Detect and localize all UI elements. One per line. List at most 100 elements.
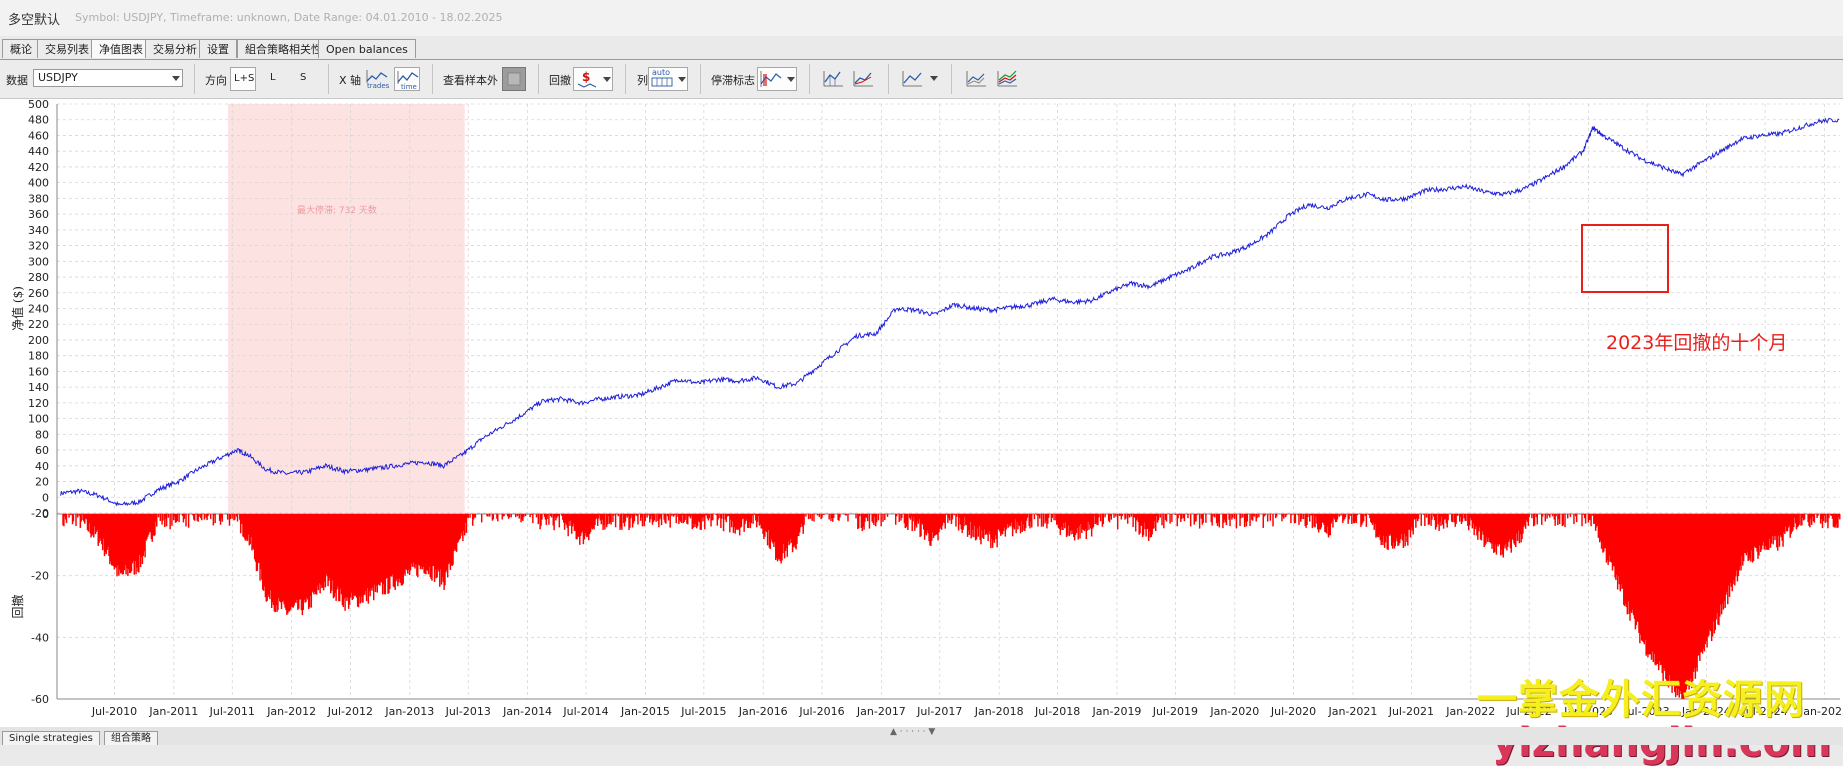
drawdown-bar [912,514,914,522]
drawdown-bar [1658,514,1661,662]
data-select[interactable]: USDJPY [33,69,183,87]
drawdown-bar [1240,514,1242,519]
direction-short-button[interactable]: S [296,67,312,91]
drawdown-bar [1134,514,1136,518]
drawdown-bar [309,514,312,596]
drawdown-bar [652,514,655,523]
drawdown-bar [925,514,928,536]
tab-portfolio[interactable]: 组合策略 [104,731,158,745]
drawdown-bar [1269,514,1272,521]
drawdown-bar [649,514,651,523]
drawdown-bar [678,514,681,521]
drawdown-bar [1177,514,1179,519]
tab-trade-analysis[interactable]: 交易分析 [145,39,205,58]
drawdown-bar [722,514,725,532]
drawdown-bar [704,514,706,530]
drawdown-bar [1304,514,1306,526]
drawdown-bar [932,514,935,539]
drawdown-bar [1144,514,1146,530]
tab-settings[interactable]: 设置 [199,39,237,58]
drawdown-bar [706,514,709,519]
drawdown-bar [307,514,309,600]
chart-line-button[interactable] [850,67,876,91]
xaxis-trades-button[interactable]: trades [364,67,390,91]
tab-single-strategies[interactable]: Single strategies [2,731,100,745]
drawdown-dropdown[interactable]: $ [573,67,613,91]
drawdown-bar [310,514,313,608]
drawdown-bar [62,514,64,526]
drawdown-bar [989,514,991,535]
oos-toggle[interactable] [502,67,526,91]
chart-style-dropdown[interactable] [899,67,939,91]
drawdown-bar [946,514,948,516]
drawdown-bar [1364,514,1367,517]
drawdown-bar [1526,514,1529,522]
drawdown-bar [1642,514,1645,643]
drawdown-bar [354,514,356,597]
drawdown-bar [588,514,591,535]
drawdown-bar [745,514,747,522]
drawdown-bar [417,514,419,578]
drawdown-bar [1256,514,1258,519]
drawdown-bar [520,514,522,523]
drawdown-bar [80,514,82,522]
drawdown-bar [1809,514,1811,528]
tab-overview[interactable]: 概论 [2,39,40,58]
drawdown-bar [1013,514,1016,530]
drawdown-bar [1461,514,1464,522]
drawdown-bar [1729,514,1732,583]
drawdown-bar [1506,514,1508,551]
drawdown-bar [1228,514,1230,520]
drawdown-bar [1709,514,1712,632]
drawdown-bar [1803,514,1806,520]
drawdown-bar [414,514,416,569]
drawdown-bar [991,514,993,539]
drawdown-bar [941,514,944,526]
drawdown-bar [1677,514,1680,689]
drawdown-bar [1451,514,1454,523]
drawdown-bar [585,514,587,536]
tab-equity-chart[interactable]: 净值图表 [91,39,151,58]
drawdown-bar [269,514,271,600]
drawdown-bar [233,514,235,521]
direction-long-button[interactable]: L [266,67,282,91]
y-tick-label: 260 [28,287,49,300]
drawdown-bar [981,514,983,531]
drawdown-bar [1293,514,1296,524]
drawdown-bar [366,514,369,589]
drawdown-bar [159,514,162,521]
drawdown-bar [1762,514,1765,542]
drawdown-bar [431,514,433,581]
stagnation-dropdown[interactable] [757,67,797,91]
drawdown-bar [1040,514,1043,527]
xaxis-time-button[interactable]: time [394,67,420,91]
drawdown-bar [568,514,570,522]
tab-trade-list[interactable]: 交易列表 [37,39,97,58]
drawdown-bar [173,514,176,517]
drawdown-bar [608,514,611,524]
chart-compare-button[interactable] [963,67,989,91]
drawdown-bar [1383,514,1385,536]
drawdown-bar [717,514,719,520]
drawdown-bar [1294,514,1297,523]
drawdown-bar [873,514,875,526]
drawdown-bar [964,514,966,518]
drawdown-bar [302,514,305,610]
drawdown-bar [1770,514,1773,544]
tab-open-balances[interactable]: Open balances [318,39,416,58]
drawdown-bar [1326,514,1329,527]
drawdown-bar [1064,514,1066,529]
drawdown-bar [1664,514,1666,671]
chart-multi-button[interactable] [994,67,1020,91]
split-handle[interactable]: ▲ · · · · · ▼ [890,727,936,737]
columns-dropdown[interactable]: auto [648,67,688,91]
drawdown-bar [1727,514,1729,605]
drawdown-bar [444,514,446,586]
drawdown-bar [818,514,821,517]
tab-correlation[interactable]: 組合策略相关性 [237,39,330,58]
chart-bars-button[interactable] [820,67,846,91]
direction-ls-button[interactable]: L+S [230,67,256,91]
drawdown-bar [1776,514,1778,548]
drawdown-bar [353,514,355,596]
drawdown-bar [729,514,731,533]
